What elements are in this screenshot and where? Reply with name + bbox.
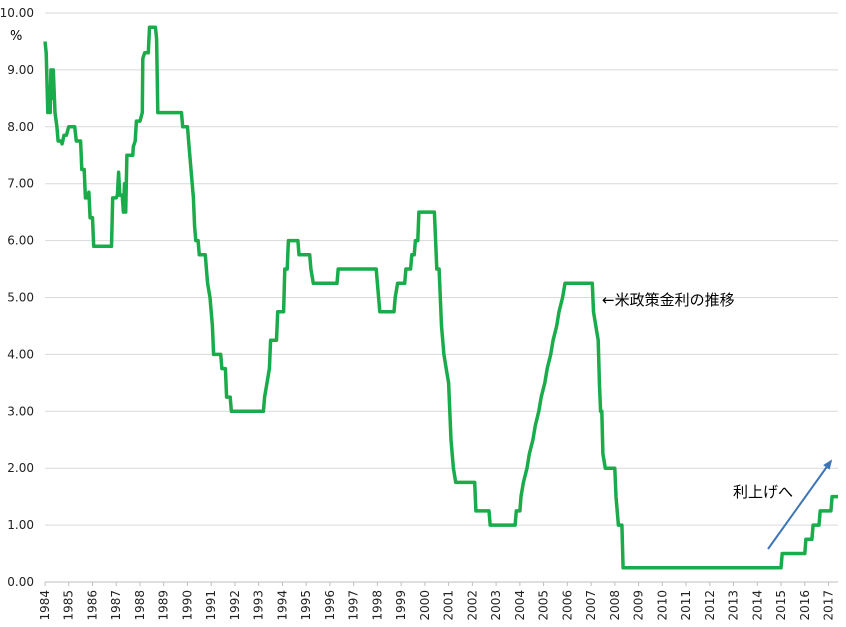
x-tick-label: 2002: [465, 590, 479, 621]
x-tick-label: 1988: [133, 590, 147, 621]
trend-annotation: 利上げへ: [733, 483, 793, 501]
y-tick-label: 6.00: [7, 234, 34, 248]
x-tick-label: 2003: [489, 590, 503, 621]
y-tick-label: 8.00: [7, 120, 34, 134]
x-tick-label: 2007: [584, 590, 598, 621]
rate-series: [43, 25, 838, 570]
x-tick-label: 1991: [204, 590, 218, 621]
x-tick-label: 2006: [560, 590, 574, 621]
y-tick-label: 7.00: [7, 177, 34, 191]
x-tick-label: 2001: [442, 590, 456, 621]
x-tick-label: 2000: [418, 590, 432, 621]
y-tick-labels: 0.00 1.00 2.00 3.00 4.00 5.00 6.00 7.00 8.00 9.00…: [0, 6, 34, 589]
rate-line: [43, 25, 838, 570]
x-tick-label: 2012: [703, 590, 717, 621]
x-tick-label: 2009: [632, 590, 646, 621]
y-tick-label: 1.00: [7, 518, 34, 532]
x-tick-label: 1986: [85, 590, 99, 621]
x-tick-label: 1985: [62, 590, 76, 621]
x-tick-label: 1995: [299, 590, 313, 621]
x-tick-label: 1999: [394, 590, 408, 621]
x-tick-label: 1989: [157, 590, 171, 621]
x-tick-label: 1994: [275, 590, 289, 621]
y-tick-label: 5.00: [7, 291, 34, 305]
x-tick-label: 2014: [750, 590, 764, 621]
x-tick-label: 2013: [727, 590, 741, 621]
x-tick-label: 2010: [655, 590, 669, 621]
x-tick-label: 1984: [38, 590, 52, 621]
x-tick-label: 1987: [109, 590, 123, 621]
y-tick-label: 4.00: [7, 347, 34, 361]
x-tick-label: 2011: [679, 590, 693, 621]
trend-arrow-icon: [767, 459, 833, 550]
x-tick-label: 1990: [180, 590, 194, 621]
y-axis-unit: %: [10, 29, 22, 44]
y-tick-label: 2.00: [7, 461, 34, 475]
x-tick-label: 2005: [537, 590, 551, 621]
x-tick-label: 1993: [252, 590, 266, 621]
series-annotation: ←米政策金利の推移: [602, 291, 735, 309]
x-tick-label: 2016: [798, 590, 812, 621]
x-tick-label: 2008: [608, 590, 622, 621]
x-tick-labels: 1984 1985 1986 1987 1988 1989 1990 1991 1992 1993…: [38, 582, 836, 621]
x-tick-label: 1996: [323, 590, 337, 621]
x-tick-label: 1998: [370, 590, 384, 621]
x-tick-label: 1992: [228, 590, 242, 621]
x-tick-label: 1997: [347, 590, 361, 621]
x-tick-label: 2015: [774, 590, 788, 621]
x-tick-label: 2004: [513, 590, 527, 621]
y-tick-label: 0.00: [7, 575, 34, 589]
y-tick-label: 10.00: [0, 6, 34, 20]
y-tick-label: 9.00: [7, 63, 34, 77]
y-tick-label: 3.00: [7, 404, 34, 418]
x-tick-label: 2017: [822, 590, 836, 621]
